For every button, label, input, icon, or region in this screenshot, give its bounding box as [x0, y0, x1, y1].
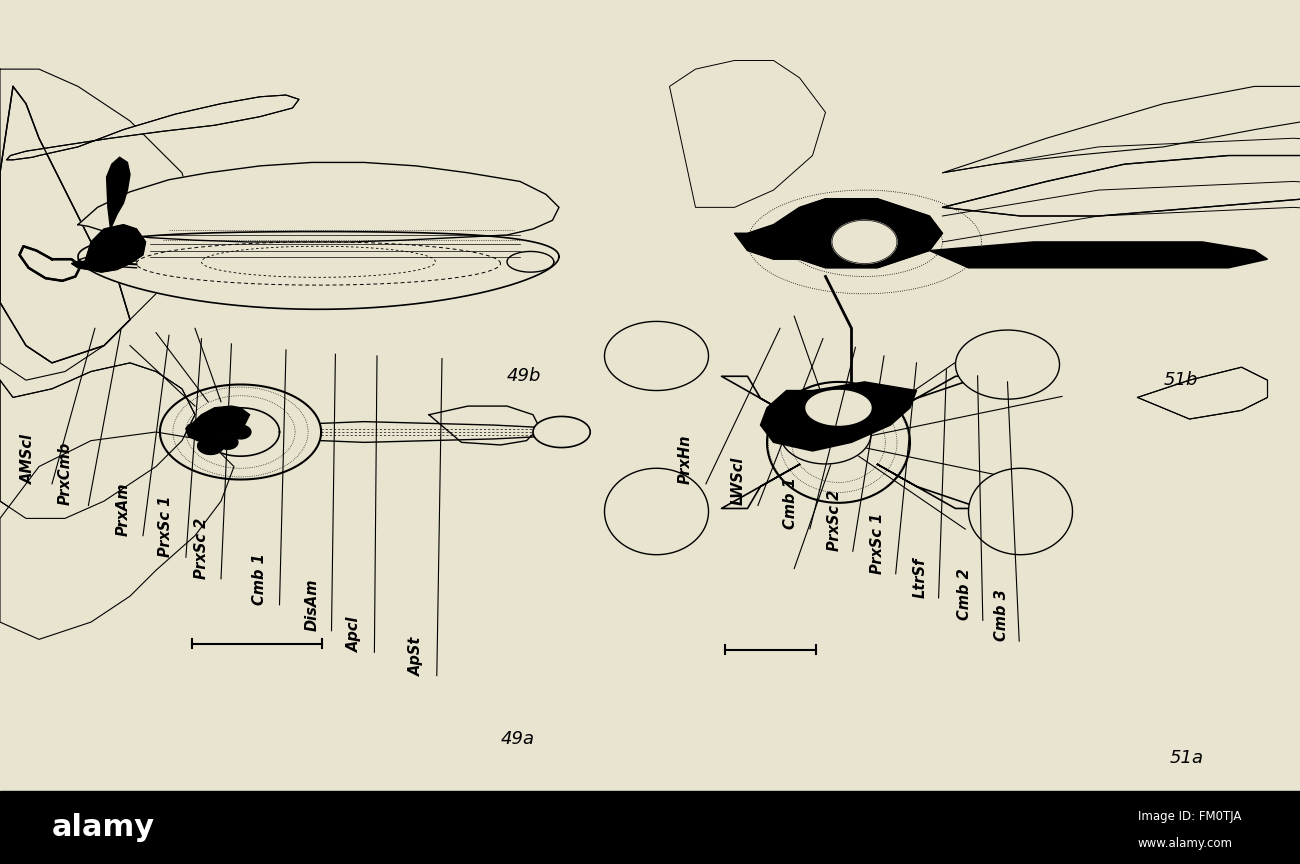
- Polygon shape: [533, 416, 590, 448]
- Polygon shape: [0, 432, 234, 639]
- Polygon shape: [806, 391, 871, 425]
- Text: 51b: 51b: [1164, 372, 1197, 389]
- Text: alamy: alamy: [52, 813, 155, 842]
- Polygon shape: [832, 220, 897, 264]
- Text: DisAm: DisAm: [304, 578, 320, 631]
- Polygon shape: [734, 199, 942, 268]
- Text: PrxHn: PrxHn: [677, 435, 693, 484]
- Polygon shape: [186, 406, 250, 441]
- Text: PrxAm: PrxAm: [116, 482, 131, 536]
- Text: PrxSc 2: PrxSc 2: [194, 518, 209, 579]
- Text: Apcl: Apcl: [347, 617, 363, 652]
- Text: AMScl: AMScl: [21, 434, 36, 484]
- Text: Image ID: FM0TJA: Image ID: FM0TJA: [1138, 810, 1242, 823]
- Text: 49b: 49b: [507, 367, 541, 384]
- Polygon shape: [942, 156, 1300, 216]
- Text: PrxSc 2: PrxSc 2: [827, 490, 842, 551]
- Polygon shape: [930, 242, 1268, 268]
- Polygon shape: [604, 468, 708, 555]
- Polygon shape: [956, 330, 1060, 399]
- Polygon shape: [6, 95, 299, 160]
- Text: LWScl: LWScl: [731, 457, 746, 505]
- Polygon shape: [202, 408, 280, 456]
- Polygon shape: [767, 382, 910, 503]
- Text: PrxSc 1: PrxSc 1: [157, 496, 173, 557]
- Bar: [0, 791, 1300, 864]
- Polygon shape: [604, 321, 708, 391]
- Polygon shape: [780, 403, 871, 464]
- Polygon shape: [20, 246, 81, 281]
- Text: Cmb 3: Cmb 3: [993, 589, 1009, 641]
- Text: Cmb 1: Cmb 1: [252, 553, 268, 605]
- Polygon shape: [217, 435, 238, 449]
- Text: Cmb 2: Cmb 2: [957, 569, 972, 620]
- Text: PrxSc 1: PrxSc 1: [870, 512, 885, 574]
- Polygon shape: [1138, 367, 1268, 419]
- Polygon shape: [107, 157, 130, 229]
- Polygon shape: [0, 363, 195, 518]
- Polygon shape: [198, 437, 224, 454]
- Text: Cmb 1: Cmb 1: [783, 477, 798, 529]
- Polygon shape: [942, 86, 1300, 173]
- Text: LtrSf: LtrSf: [913, 557, 928, 598]
- Polygon shape: [0, 86, 130, 363]
- Polygon shape: [72, 225, 146, 272]
- Polygon shape: [968, 468, 1072, 555]
- Polygon shape: [230, 425, 251, 439]
- Polygon shape: [78, 162, 559, 242]
- Polygon shape: [760, 382, 916, 451]
- Polygon shape: [670, 60, 826, 207]
- Text: PrxCmb: PrxCmb: [57, 442, 73, 505]
- Polygon shape: [78, 232, 559, 309]
- Text: ApSt: ApSt: [408, 636, 424, 676]
- Text: 51a: 51a: [1170, 749, 1204, 766]
- Text: 49a: 49a: [500, 730, 534, 747]
- Polygon shape: [0, 52, 546, 389]
- Text: www.alamy.com: www.alamy.com: [1138, 837, 1232, 850]
